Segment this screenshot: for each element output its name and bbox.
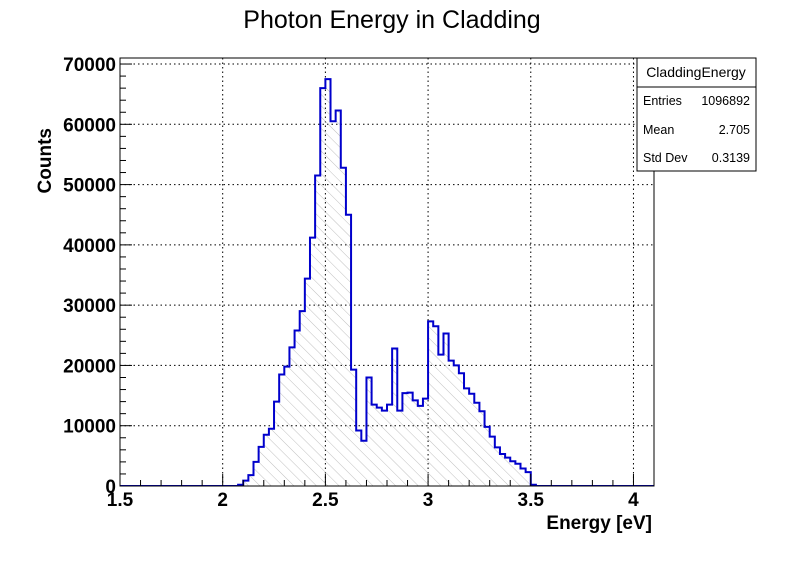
y-tick-label-1: 10000 (63, 417, 116, 438)
stats-stddev-label: Std Dev (643, 151, 688, 165)
histogram-bin-0 (238, 485, 243, 486)
histogram-bin-23 (356, 431, 361, 486)
histogram-bin-46 (474, 403, 479, 486)
histogram-bin-3 (254, 462, 259, 486)
histogram-bin-52 (505, 458, 510, 486)
y-axis-title: Counts (35, 128, 56, 193)
histogram-outline (120, 78, 654, 486)
histogram-bin-37 (428, 321, 433, 486)
histogram-bin-45 (469, 394, 474, 486)
histogram-bin-34 (413, 400, 418, 486)
histogram-bin-29 (387, 405, 392, 486)
histogram-bin-18 (331, 121, 336, 486)
stats-entries-label: Entries (643, 94, 682, 108)
histogram-bin-7 (274, 402, 279, 486)
histogram-bin-2 (248, 475, 253, 486)
histogram-bin-30 (392, 349, 397, 486)
histogram-bin-27 (377, 408, 382, 486)
x-tick-label-0: 1.5 (107, 490, 134, 511)
histogram-bin-36 (423, 399, 428, 486)
y-tick-label-0: 0 (105, 477, 116, 498)
x-tick-label-5: 4 (628, 490, 639, 511)
histogram-bin-14 (310, 238, 315, 486)
histogram-bin-13 (305, 279, 310, 486)
histogram-bin-55 (521, 469, 526, 486)
histogram-bin-40 (443, 333, 448, 486)
histogram-bin-28 (382, 411, 387, 486)
histogram-bin-5 (264, 435, 269, 486)
histogram-bin-51 (500, 454, 505, 486)
x-tick-label-4: 3.5 (518, 490, 545, 511)
histogram-bin-54 (515, 464, 520, 486)
histogram-bin-21 (346, 215, 351, 486)
histogram-bin-53 (510, 461, 515, 486)
histogram-bin-56 (526, 472, 531, 486)
histogram-bin-57 (531, 485, 536, 486)
stats-entries-value: 1096892 (701, 94, 750, 108)
histogram-bin-9 (284, 367, 289, 486)
stats-stddev-value: 0.3139 (712, 151, 750, 165)
y-tick-label-5: 50000 (63, 176, 116, 197)
histogram-bin-12 (300, 311, 305, 486)
histogram-bin-4 (259, 447, 264, 486)
stats-mean-value: 2.705 (719, 123, 750, 137)
histogram-bin-19 (336, 110, 341, 486)
histogram-bin-32 (402, 393, 407, 486)
histogram-fill (120, 79, 536, 486)
y-tick-label-6: 60000 (63, 115, 116, 136)
histogram-bin-44 (464, 388, 469, 486)
histogram-bin-41 (449, 361, 454, 486)
histogram-bin-1 (243, 481, 248, 486)
histogram-bin-16 (320, 88, 325, 486)
stats-box: CladdingEnergy Entries 1096892 Mean 2.70… (636, 57, 757, 172)
histogram-bin-24 (361, 441, 366, 486)
histogram-bin-42 (454, 365, 459, 486)
stats-box-frame (636, 57, 757, 172)
x-axis-title: Energy [eV] (546, 513, 652, 534)
histogram-bin-35 (418, 406, 423, 486)
histogram-bin-43 (459, 373, 464, 486)
y-tick-label-3: 30000 (63, 296, 116, 317)
histogram-bin-39 (438, 355, 443, 486)
x-tick-label-3: 3 (423, 490, 434, 511)
histogram-bin-38 (433, 326, 438, 486)
histogram-bin-26 (372, 405, 377, 486)
histogram-bin-25 (366, 377, 371, 486)
x-tick-label-1: 2 (217, 490, 228, 511)
histogram-bin-11 (295, 330, 300, 486)
histogram-bin-17 (325, 79, 330, 486)
histogram-bin-8 (279, 374, 284, 486)
histogram-bin-22 (351, 370, 356, 486)
histogram-bin-48 (485, 427, 490, 486)
histogram-bin-10 (289, 347, 294, 486)
histogram-bin-33 (408, 393, 413, 486)
histogram-bin-47 (479, 411, 484, 486)
y-tick-label-4: 40000 (63, 236, 116, 257)
stats-mean-label: Mean (643, 123, 674, 137)
histogram-bin-31 (397, 411, 402, 486)
histogram-bin-20 (341, 168, 346, 486)
histogram-bin-15 (315, 176, 320, 486)
histogram-bin-49 (490, 437, 495, 486)
y-tick-label-2: 20000 (63, 356, 116, 377)
histogram-bins (238, 79, 536, 486)
stats-box-name: CladdingEnergy (646, 64, 746, 80)
x-tick-label-2: 2.5 (312, 490, 339, 511)
histogram-bin-50 (495, 447, 500, 486)
chart-title: Photon Energy in Cladding (243, 6, 540, 34)
axes: 1.5 2 2.5 3 3.5 4 0 10000 20000 30000 40000 50000 60… (63, 55, 655, 511)
histogram-bin-6 (269, 429, 274, 486)
y-tick-label-7: 70000 (63, 55, 116, 76)
